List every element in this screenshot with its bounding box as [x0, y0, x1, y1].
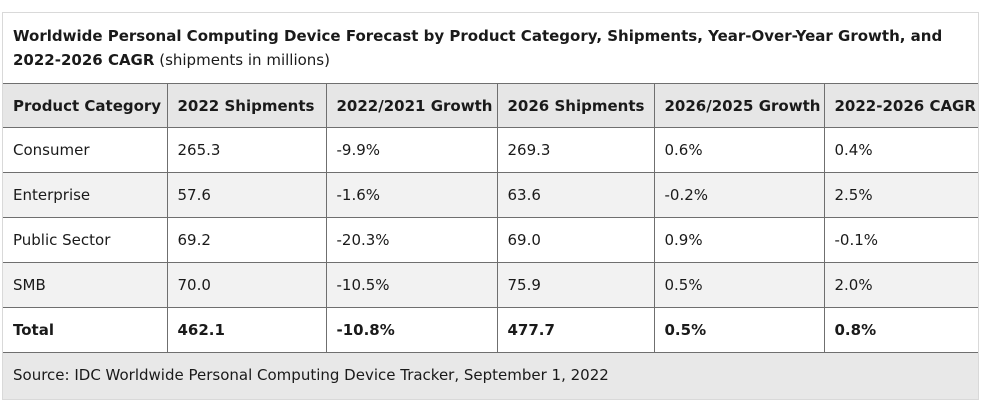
col-header-2022-shipments: 2022 Shipments — [166, 83, 327, 128]
cell-category: Enterprise — [3, 172, 168, 218]
table-row: Consumer 265.3 -9.9% 269.3 0.6% 0.4% — [3, 127, 978, 173]
cell-cagr: 2.0% — [823, 262, 978, 308]
cell-2026-growth: 0.6% — [653, 127, 825, 173]
cell-2022-growth: -9.9% — [325, 127, 498, 173]
source-note: Source: IDC Worldwide Personal Computing… — [3, 353, 978, 399]
col-header-2026-shipments: 2026 Shipments — [496, 83, 655, 128]
cell-cagr: 0.4% — [823, 127, 978, 173]
cell-2026-growth: 0.5% — [653, 262, 825, 308]
table-row: SMB 70.0 -10.5% 75.9 0.5% 2.0% — [3, 262, 978, 308]
cell-category: Consumer — [3, 127, 168, 173]
table-title: Worldwide Personal Computing Device Fore… — [3, 13, 978, 83]
cell-2022-shipments: 462.1 — [166, 307, 327, 353]
cell-2026-shipments: 69.0 — [496, 217, 655, 263]
cell-cagr: -0.1% — [823, 217, 978, 263]
cell-cagr: 0.8% — [823, 307, 978, 353]
cell-2026-shipments: 75.9 — [496, 262, 655, 308]
cell-2022-growth: -10.5% — [325, 262, 498, 308]
header-row: Product Category 2022 Shipments 2022/202… — [3, 83, 978, 128]
cell-category: SMB — [3, 262, 168, 308]
col-header-cagr: 2022-2026 CAGR — [823, 83, 978, 128]
cell-2026-growth: 0.5% — [653, 307, 825, 353]
cell-2026-growth: 0.9% — [653, 217, 825, 263]
cell-2026-shipments: 269.3 — [496, 127, 655, 173]
cell-2026-shipments: 63.6 — [496, 172, 655, 218]
cell-category: Total — [3, 307, 168, 353]
forecast-table: Product Category 2022 Shipments 2022/202… — [3, 83, 978, 353]
table-row: Public Sector 69.2 -20.3% 69.0 0.9% -0.1… — [3, 217, 978, 263]
cell-cagr: 2.5% — [823, 172, 978, 218]
table-title-text: Worldwide Personal Computing Device Fore… — [13, 27, 943, 69]
cell-2022-shipments: 57.6 — [166, 172, 327, 218]
cell-2022-growth: -1.6% — [325, 172, 498, 218]
table-row: Enterprise 57.6 -1.6% 63.6 -0.2% 2.5% — [3, 172, 978, 218]
cell-2022-shipments: 70.0 — [166, 262, 327, 308]
col-header-product-category: Product Category — [3, 83, 168, 128]
table-subtitle: (shipments in millions) — [159, 51, 330, 69]
cell-2022-shipments: 265.3 — [166, 127, 327, 173]
cell-2022-growth: -10.8% — [325, 307, 498, 353]
forecast-table-panel: Worldwide Personal Computing Device Fore… — [2, 12, 979, 400]
cell-2026-growth: -0.2% — [653, 172, 825, 218]
col-header-2026-2025-growth: 2026/2025 Growth — [653, 83, 825, 128]
col-header-2022-2021-growth: 2022/2021 Growth — [325, 83, 498, 128]
cell-2022-growth: -20.3% — [325, 217, 498, 263]
total-row: Total 462.1 -10.8% 477.7 0.5% 0.8% — [3, 307, 978, 353]
cell-category: Public Sector — [3, 217, 168, 263]
cell-2022-shipments: 69.2 — [166, 217, 327, 263]
cell-2026-shipments: 477.7 — [496, 307, 655, 353]
